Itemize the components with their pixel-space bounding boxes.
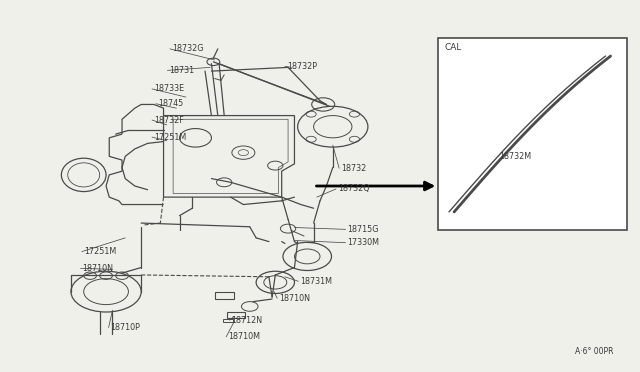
Text: 18731: 18731 [170,66,195,75]
Text: 18732Q: 18732Q [338,185,369,193]
Text: 18710N: 18710N [83,264,113,273]
Text: 18710P: 18710P [111,323,140,332]
Bar [227,312,245,318]
Text: 18732F: 18732F [154,116,184,125]
Text: 18731M: 18731M [300,277,332,286]
Bar [223,319,232,323]
Text: 18710M: 18710M [228,332,260,341]
Bar [438,38,627,231]
Text: 17251M: 17251M [84,247,116,256]
Text: 18733E: 18733E [154,84,184,93]
Text: 18732M: 18732M [499,152,531,161]
Text: 18732G: 18732G [172,44,204,53]
Text: 18732P: 18732P [287,62,317,71]
Text: 18715G: 18715G [348,225,379,234]
Bar [214,292,234,299]
Text: A·6° 00PR: A·6° 00PR [575,347,614,356]
Text: 18710N: 18710N [279,294,310,303]
Text: 18712N: 18712N [231,316,262,325]
Text: 17330M: 17330M [348,238,380,247]
Text: 18745: 18745 [158,99,183,108]
Text: 18732: 18732 [341,164,366,173]
Text: 17251M: 17251M [154,132,186,142]
Text: CAL: CAL [445,43,462,52]
